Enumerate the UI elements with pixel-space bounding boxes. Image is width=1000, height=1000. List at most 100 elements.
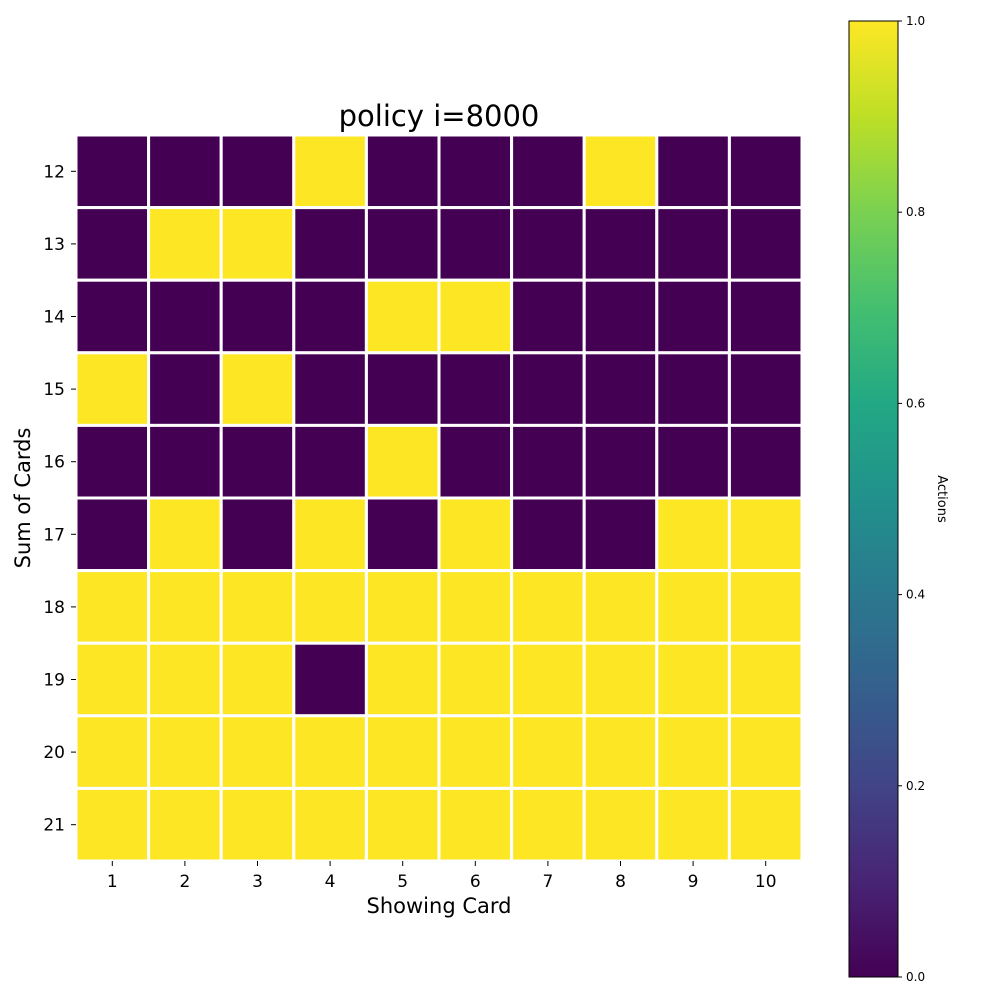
heatmap-cell: [147, 278, 223, 355]
heatmap-cell: [727, 714, 804, 790]
heatmap-cell: [582, 423, 659, 500]
heatmap-cell: [364, 278, 441, 355]
heatmap-cell: [292, 278, 368, 355]
y-tick-label: 20: [43, 743, 65, 763]
heatmap-cell: [219, 423, 296, 500]
heatmap-cell: [655, 133, 731, 210]
heatmap-cell: [510, 786, 586, 863]
heatmap-cell: [74, 786, 151, 863]
x-axis-label: Showing Card: [367, 894, 512, 918]
colorbar-tick-label: 0.6: [906, 396, 925, 410]
colorbar-label: Actions: [934, 475, 949, 523]
y-tick-label: 13: [43, 235, 65, 255]
heatmap-cell: [74, 351, 151, 427]
heatmap-cell: [364, 641, 441, 718]
heatmap-cell: [147, 569, 223, 645]
heatmap-cell: [292, 133, 368, 210]
heatmap-cell: [364, 206, 441, 282]
heatmap-cell: [510, 278, 586, 355]
heatmap-cell: [219, 786, 296, 863]
x-tick-label: 6: [470, 872, 481, 892]
heatmap-cell: [364, 496, 441, 573]
heatmap-cell: [364, 133, 441, 210]
heatmap-cell: [292, 786, 368, 863]
heatmap-cell: [727, 641, 804, 718]
heatmap-cell: [655, 641, 731, 718]
heatmap-cell: [727, 569, 804, 645]
heatmap-cell: [292, 569, 368, 645]
heatmap-cell: [510, 496, 586, 573]
heatmap-cell: [437, 641, 514, 718]
heatmap-cell: [74, 569, 151, 645]
heatmap-cell: [147, 206, 223, 282]
heatmap-cell: [219, 278, 296, 355]
heatmap-cell: [582, 641, 659, 718]
heatmap-cell: [655, 423, 731, 500]
y-tick-label: 19: [43, 671, 65, 691]
heatmap-cell: [510, 641, 586, 718]
y-tick-label: 16: [43, 453, 65, 473]
heatmap-cell: [219, 351, 296, 427]
chart-title: policy i=8000: [339, 99, 540, 133]
y-axis-label: Sum of Cards: [11, 428, 35, 569]
heatmap-cell: [219, 714, 296, 790]
heatmap-cell: [74, 278, 151, 355]
heatmap-cell: [582, 278, 659, 355]
heatmap-cell: [364, 423, 441, 500]
heatmap-cell: [727, 496, 804, 573]
heatmap-cell: [582, 569, 659, 645]
x-tick-label: 8: [615, 872, 626, 892]
heatmap-cell: [219, 496, 296, 573]
heatmap-cell: [582, 714, 659, 790]
heatmap-cell: [219, 133, 296, 210]
x-tick-label: 5: [397, 872, 408, 892]
heatmap-cell: [510, 133, 586, 210]
heatmap-cell: [727, 351, 804, 427]
heatmap-cell: [292, 641, 368, 718]
y-tick-label: 12: [43, 162, 65, 182]
heatmap-cell: [727, 206, 804, 282]
heatmap-cell: [582, 786, 659, 863]
heatmap-cell: [292, 496, 368, 573]
heatmap-cell: [74, 423, 151, 500]
heatmap-cell: [147, 133, 223, 210]
x-tick-labels: 1 2 3 4 5 6 7 8 9 10: [107, 861, 777, 892]
colorbar-tick-label: 0.0: [906, 970, 925, 984]
heatmap-cell: [74, 133, 151, 210]
heatmap-cell: [74, 496, 151, 573]
heatmap-cell: [582, 496, 659, 573]
y-tick-labels: 12 13 14 15 16 17 18 19 20 21: [43, 162, 76, 836]
heatmap-cell: [655, 206, 731, 282]
heatmap-cell: [292, 423, 368, 500]
y-tick-label: 21: [43, 816, 65, 836]
y-tick-label: 18: [43, 598, 65, 618]
heatmap-cell: [437, 278, 514, 355]
heatmap-cell: [510, 714, 586, 790]
y-tick-label: 15: [43, 380, 65, 400]
heatmap-cell: [655, 351, 731, 427]
colorbar-tick-label: 0.8: [906, 205, 925, 219]
heatmap-cell: [437, 423, 514, 500]
heatmap-cell: [655, 569, 731, 645]
heatmap-cell: [582, 133, 659, 210]
heatmap-cell: [147, 423, 223, 500]
heatmap-cell: [437, 133, 514, 210]
heatmap-cell: [147, 641, 223, 718]
heatmap-cell: [510, 569, 586, 645]
x-tick-label: 10: [755, 872, 777, 892]
x-tick-label: 9: [688, 872, 699, 892]
heatmap-cell: [655, 278, 731, 355]
heatmap-cells: [74, 133, 804, 863]
x-tick-label: 2: [179, 872, 190, 892]
heatmap-cell: [510, 206, 586, 282]
heatmap-cell: [510, 351, 586, 427]
heatmap-cell: [219, 641, 296, 718]
heatmap-cell: [364, 786, 441, 863]
heatmap-cell: [219, 206, 296, 282]
y-tick-label: 14: [43, 308, 65, 328]
heatmap-cell: [292, 351, 368, 427]
heatmap-cell: [655, 714, 731, 790]
heatmap-cell: [147, 786, 223, 863]
x-tick-label: 1: [107, 872, 118, 892]
colorbar-tick-label: 0.4: [906, 588, 925, 602]
